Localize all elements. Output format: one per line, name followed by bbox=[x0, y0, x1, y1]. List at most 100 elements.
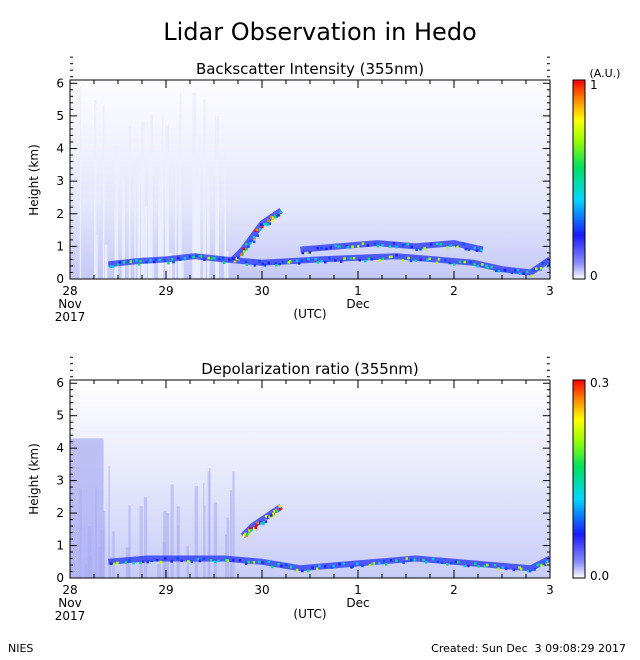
depolarization-layer-pixel bbox=[295, 568, 299, 572]
depolarization-layer-pixel bbox=[150, 559, 154, 563]
backscatter-layer-pixel bbox=[231, 257, 235, 261]
depolarization-layer-pixel bbox=[279, 507, 282, 511]
depolarization-xtick-month: Dec bbox=[346, 596, 369, 610]
depolarization-layer-pixel bbox=[342, 562, 345, 566]
backscatter-layer-pixel bbox=[419, 248, 422, 251]
backscatter-layer-pixel bbox=[358, 258, 361, 262]
backscatter-profile-streak bbox=[217, 252, 219, 279]
backscatter-layer-pixel bbox=[275, 215, 279, 218]
depolarization-panel: Depolarization ratio (355nm) 0 1 2 3 4 5 6 Hei… bbox=[27, 356, 609, 623]
backscatter-layer-pixel bbox=[469, 261, 472, 264]
depolarization-layer-pixel bbox=[477, 565, 481, 568]
backscatter-layer-pixel bbox=[328, 256, 331, 260]
backscatter-layer-pixel bbox=[429, 243, 433, 246]
backscatter-layer-pixel bbox=[349, 257, 353, 260]
backscatter-layer-pixel bbox=[464, 247, 468, 251]
backscatter-profile-streak bbox=[147, 195, 150, 279]
backscatter-heatmap bbox=[70, 80, 550, 279]
backscatter-layer-pixel bbox=[228, 258, 231, 262]
backscatter-layer-pixel bbox=[233, 260, 237, 263]
backscatter-layer-pixel bbox=[532, 268, 535, 272]
backscatter-layer-pixel bbox=[503, 268, 507, 272]
backscatter-layer-pixel bbox=[199, 255, 203, 258]
depolarization-layer-pixel bbox=[533, 568, 536, 571]
depolarization-layer-pixel bbox=[338, 562, 341, 566]
backscatter-profile-streak bbox=[206, 174, 210, 279]
backscatter-layer-pixel bbox=[274, 214, 277, 217]
depolarization-layer-pixel bbox=[217, 559, 220, 563]
backscatter-profile-streak bbox=[215, 115, 220, 279]
backscatter-layer-pixel bbox=[300, 259, 304, 263]
backscatter-layer-pixel bbox=[334, 244, 337, 248]
backscatter-layer-pixel bbox=[366, 244, 370, 247]
depolarization-profile-streak bbox=[203, 482, 205, 578]
backscatter-layer-pixel bbox=[261, 223, 264, 226]
backscatter-profile-streak bbox=[202, 99, 206, 279]
depolarization-layer-pixel bbox=[454, 560, 457, 564]
backscatter-layer-pixel bbox=[203, 258, 206, 261]
backscatter-profile-streak bbox=[198, 135, 201, 279]
depolarization-profile-streak bbox=[143, 497, 148, 578]
backscatter-layer-pixel bbox=[306, 251, 310, 255]
backscatter-layer-pixel bbox=[253, 264, 257, 267]
depolarization-layer-pixel bbox=[244, 562, 248, 565]
backscatter-layer-pixel bbox=[522, 272, 525, 275]
depolarization-profile-streak bbox=[108, 466, 110, 578]
backscatter-layer-pixel bbox=[245, 263, 249, 266]
backscatter-profile-streak bbox=[178, 249, 180, 279]
depolarization-layer-pixel bbox=[474, 562, 477, 565]
depolarization-layer-pixel bbox=[253, 527, 256, 530]
backscatter-layer-pixel bbox=[262, 222, 266, 226]
backscatter-layer-pixel bbox=[516, 268, 519, 272]
backscatter-layer-pixel bbox=[428, 257, 431, 260]
depolarization-layer-pixel bbox=[351, 565, 355, 568]
backscatter-layer-pixel bbox=[423, 247, 426, 250]
depolarization-layer-pixel bbox=[356, 562, 359, 565]
depolarization-layer-pixel bbox=[463, 564, 466, 568]
backscatter-profile-streak bbox=[179, 93, 182, 279]
depolarization-layer-pixel bbox=[540, 564, 543, 567]
depolarization-layer-pixel bbox=[170, 560, 173, 563]
backscatter-layer-pixel bbox=[252, 235, 256, 239]
depolarization-ytick-label: 5 bbox=[56, 409, 64, 423]
backscatter-layer-pixel bbox=[153, 260, 156, 264]
backscatter-ytick-label: 5 bbox=[56, 109, 64, 123]
depolarization-layer-pixel bbox=[285, 563, 288, 566]
depolarization-layer-pixel bbox=[395, 559, 398, 562]
backscatter-layer-pixel bbox=[409, 259, 413, 263]
depolarization-layer-pixel bbox=[332, 564, 335, 568]
depolarization-layer-pixel bbox=[361, 564, 364, 568]
depolarization-layer-pixel bbox=[277, 562, 280, 566]
backscatter-layer-pixel bbox=[213, 256, 216, 260]
backscatter-layer-pixel bbox=[207, 256, 210, 260]
backscatter-ylabel: Height (km) bbox=[27, 144, 41, 215]
backscatter-layer-pixel bbox=[256, 234, 259, 237]
backscatter-layer-pixel bbox=[415, 248, 418, 251]
depolarization-xtick-year: 2017 bbox=[55, 609, 86, 623]
backscatter-layer-pixel bbox=[127, 260, 130, 263]
depolarization-layer-pixel bbox=[248, 532, 251, 535]
backscatter-profile-streak bbox=[195, 211, 198, 279]
backscatter-title: Backscatter Intensity (355nm) bbox=[196, 60, 424, 78]
depolarization-layer-pixel bbox=[330, 566, 334, 569]
backscatter-layer-pixel bbox=[260, 223, 263, 226]
depolarization-layer-pixel bbox=[518, 566, 521, 569]
depolarization-layer-pixel bbox=[493, 564, 497, 567]
depolarization-layer-pixel bbox=[190, 560, 194, 563]
backscatter-layer-pixel bbox=[486, 266, 489, 269]
depolarization-layer-pixel bbox=[267, 516, 270, 519]
backscatter-layer-pixel bbox=[135, 259, 138, 262]
backscatter-layer-pixel bbox=[453, 263, 456, 266]
backscatter-layer-pixel bbox=[273, 216, 277, 219]
backscatter-layer-pixel bbox=[314, 257, 317, 261]
depolarization-layer-pixel bbox=[383, 559, 386, 563]
depolarization-layer-pixel bbox=[254, 526, 257, 530]
backscatter-layer-pixel bbox=[325, 247, 328, 251]
depolarization-layer-pixel bbox=[226, 559, 229, 562]
backscatter-layer-pixel bbox=[255, 228, 259, 231]
depolarization-layer-pixel bbox=[280, 564, 283, 568]
backscatter-layer-pixel bbox=[392, 242, 396, 245]
backscatter-xtick-label: 28 bbox=[62, 284, 77, 298]
backscatter-ytick-label: 6 bbox=[56, 76, 64, 90]
